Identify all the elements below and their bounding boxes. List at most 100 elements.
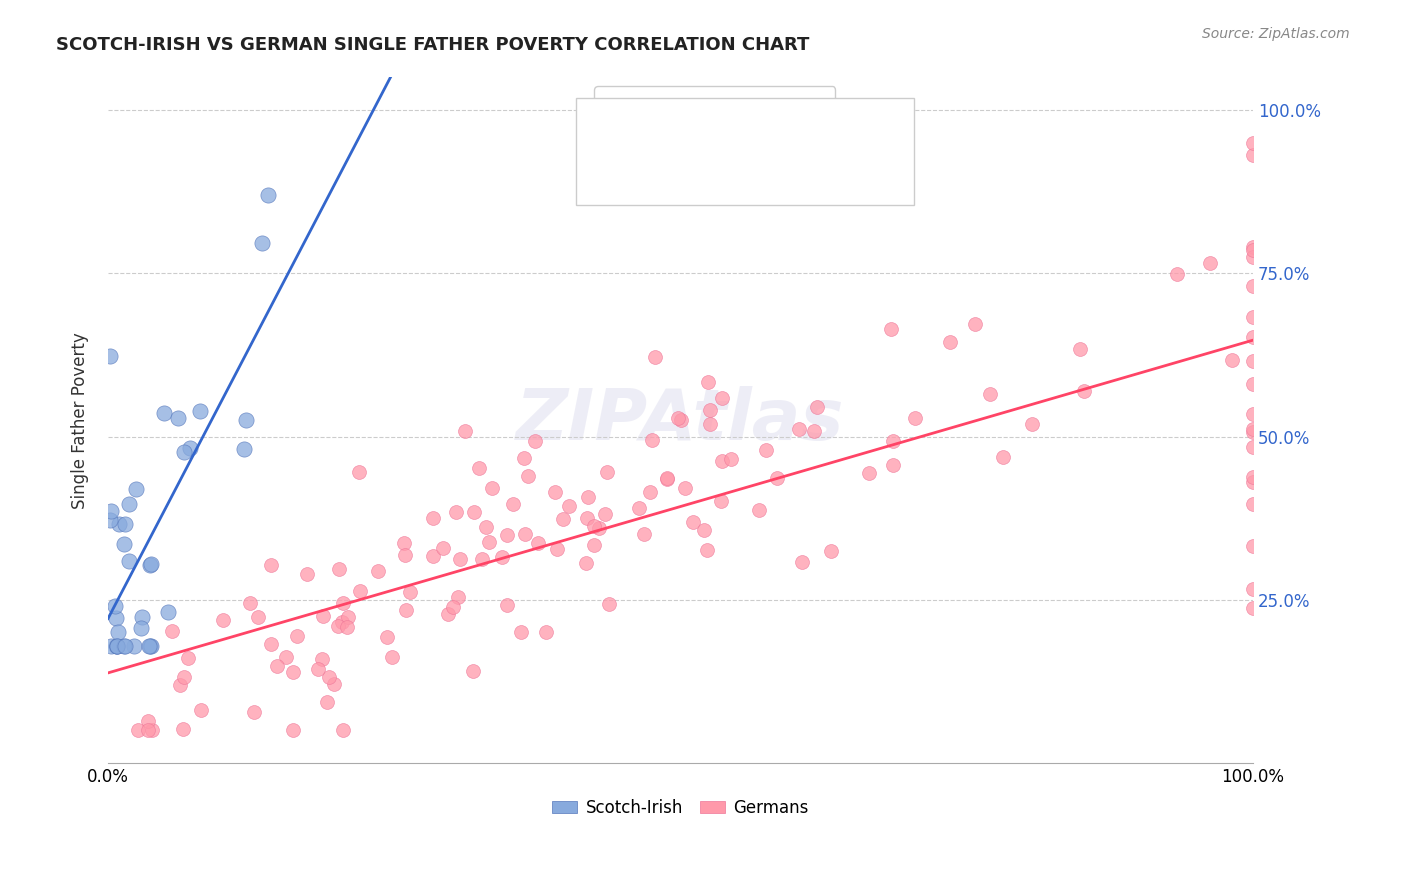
Text: ZIPAtlas: ZIPAtlas [516,385,845,455]
Germans [475,520,498,534]
Germans [243,706,266,720]
Germans [285,629,308,643]
Germans [316,695,339,709]
Germans [471,552,494,566]
Germans [432,541,454,555]
Scotch-Irish [139,558,162,572]
Scotch-Irish [235,412,257,426]
Germans [463,664,485,678]
Germans [326,619,349,633]
Germans [394,536,416,550]
Germans [583,518,606,533]
Germans [904,410,927,425]
Germans [436,607,458,621]
Germans [1241,250,1264,264]
Germans [276,650,298,665]
Germans [720,452,742,467]
Germans [169,678,191,692]
Scotch-Irish [100,639,122,653]
Germans [260,637,283,651]
Germans [463,505,485,519]
Scotch-Irish [139,558,162,572]
Germans [673,481,696,495]
Germans [1241,425,1264,440]
Germans [447,590,470,604]
Germans [593,507,616,521]
Germans [247,609,270,624]
Y-axis label: Single Father Poverty: Single Father Poverty [72,332,89,508]
Germans [337,610,360,624]
Germans [141,723,163,738]
Germans [516,468,538,483]
Germans [162,624,184,639]
Germans [1241,148,1264,162]
Germans [640,484,662,499]
Scotch-Irish [188,403,211,417]
Text: Source: ZipAtlas.com: Source: ZipAtlas.com [1202,27,1350,41]
Scotch-Irish [112,639,135,653]
Germans [820,544,842,558]
Scotch-Irish [129,621,152,635]
Germans [588,521,610,535]
Scotch-Irish [107,625,129,640]
Germans [1166,267,1188,281]
Scotch-Irish [118,497,141,511]
Germans [496,598,519,612]
Germans [558,499,581,513]
Germans [965,317,987,331]
Germans [1241,407,1264,421]
Germans [576,490,599,504]
Germans [787,422,810,436]
Germans [491,549,513,564]
Scotch-Irish [153,406,176,420]
Germans [1241,475,1264,489]
Germans [536,624,558,639]
Germans [328,561,350,575]
Scotch-Irish [125,482,148,496]
Germans [655,470,678,484]
Germans [1241,497,1264,511]
Legend: Scotch-Irish, Germans: Scotch-Irish, Germans [546,792,815,823]
Germans [596,465,619,479]
Germans [1241,329,1264,343]
Germans [239,596,262,610]
Germans [633,527,655,541]
Germans [1241,136,1264,150]
Germans [1241,310,1264,325]
Germans [381,650,404,665]
Germans [332,723,354,738]
Germans [190,703,212,717]
Germans [395,602,418,616]
Germans [979,387,1001,401]
Scotch-Irish [257,188,280,202]
Germans [502,497,524,511]
Germans [332,596,354,610]
Germans [575,556,598,570]
Germans [422,549,444,564]
Germans [1241,440,1264,454]
Scotch-Irish [138,639,160,653]
Germans [1241,539,1264,553]
Germans [449,552,471,566]
Germans [444,505,467,519]
Germans [527,536,550,550]
Germans [1021,417,1043,432]
Germans [266,658,288,673]
Germans [627,500,650,515]
Germans [803,424,825,438]
Germans [481,481,503,495]
Scotch-Irish [131,610,153,624]
Scotch-Irish [104,639,127,653]
Scotch-Irish [157,605,180,619]
Germans [336,620,359,634]
Germans [1241,354,1264,368]
Germans [441,599,464,614]
Germans [546,542,568,557]
Germans [1241,470,1264,484]
Germans [666,410,689,425]
Germans [524,434,547,448]
Germans [1241,240,1264,254]
Germans [172,723,194,737]
Scotch-Irish [112,537,135,551]
Germans [699,402,721,417]
